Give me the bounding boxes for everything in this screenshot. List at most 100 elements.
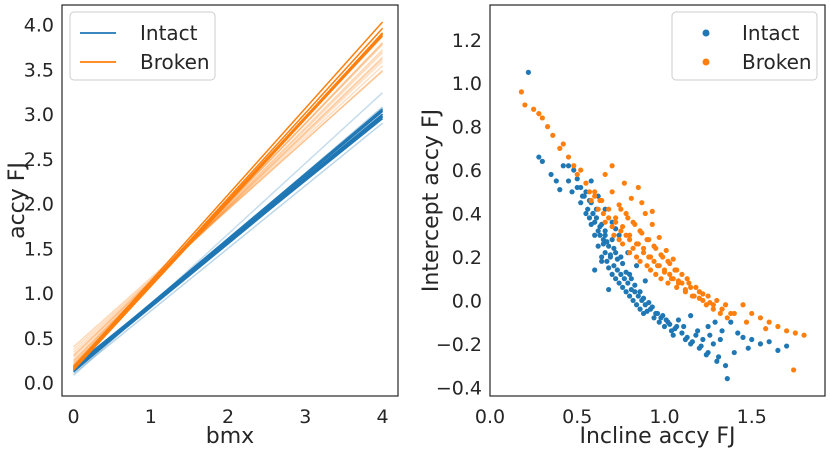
point-broken-14 bbox=[586, 189, 593, 195]
x-tick-label: 1 bbox=[145, 406, 157, 428]
point-broken-77 bbox=[647, 254, 654, 260]
point-broken-7 bbox=[557, 145, 563, 151]
x-tick-label: 0 bbox=[68, 406, 80, 428]
point-broken-66 bbox=[784, 328, 790, 334]
point-broken-58 bbox=[719, 306, 725, 312]
line-intact-10 bbox=[73, 92, 384, 376]
point-intact-124 bbox=[735, 330, 741, 336]
y-tick-label: 1.2 bbox=[452, 30, 482, 52]
y-tick-label: 0.8 bbox=[452, 117, 482, 139]
series-intact bbox=[73, 92, 384, 376]
point-broken-64 bbox=[766, 319, 772, 325]
point-broken-29 bbox=[626, 250, 633, 256]
point-broken-47 bbox=[674, 284, 680, 290]
point-broken-125 bbox=[707, 299, 713, 306]
point-intact-7 bbox=[565, 178, 572, 184]
point-intact-5 bbox=[557, 187, 563, 193]
x-axis-title: Incline accy FJ bbox=[579, 424, 735, 449]
point-intact-15 bbox=[585, 206, 591, 212]
point-intact-54 bbox=[635, 293, 641, 299]
point-broken-6 bbox=[550, 132, 556, 138]
point-broken-119 bbox=[609, 163, 615, 169]
point-intact-41 bbox=[616, 280, 622, 286]
point-broken-126 bbox=[728, 310, 734, 317]
point-intact-87 bbox=[784, 343, 790, 349]
point-broken-65 bbox=[775, 323, 781, 330]
legend-swatch-intact bbox=[702, 29, 710, 37]
point-intact-42 bbox=[618, 271, 624, 277]
legend-label-intact: Intact bbox=[140, 21, 198, 45]
point-broken-76 bbox=[640, 245, 647, 251]
point-intact-36 bbox=[609, 237, 615, 243]
point-intact-77 bbox=[710, 341, 716, 347]
point-intact-84 bbox=[757, 341, 764, 347]
point-broken-3 bbox=[536, 111, 542, 117]
point-intact-35 bbox=[609, 271, 615, 277]
point-broken-114 bbox=[642, 210, 648, 217]
point-broken-100 bbox=[679, 271, 685, 277]
legend-swatch-broken bbox=[702, 58, 710, 66]
line-intact-9 bbox=[73, 110, 384, 371]
point-intact-70 bbox=[679, 330, 685, 336]
point-broken-113 bbox=[635, 184, 641, 191]
point-intact-109 bbox=[597, 223, 603, 230]
point-intact-52 bbox=[632, 289, 638, 295]
point-broken-30 bbox=[626, 237, 633, 243]
line-broken-12 bbox=[73, 70, 384, 348]
point-intact-68 bbox=[670, 332, 676, 338]
x-tick-label: 3 bbox=[299, 406, 311, 428]
point-broken-16 bbox=[592, 193, 598, 199]
x-tick-label: 1.0 bbox=[649, 406, 679, 428]
point-intact-97 bbox=[654, 310, 661, 317]
line-intact-12 bbox=[73, 106, 384, 373]
point-intact-139 bbox=[606, 286, 612, 293]
point-broken-44 bbox=[665, 280, 671, 286]
point-broken-22 bbox=[609, 223, 615, 230]
legend-box bbox=[69, 11, 216, 81]
point-intact-39 bbox=[613, 250, 619, 256]
point-intact-4 bbox=[553, 178, 559, 184]
y-tick-label: 2.5 bbox=[24, 149, 54, 171]
line-broken-8 bbox=[73, 56, 384, 359]
point-broken-36 bbox=[644, 263, 650, 269]
point-broken-34 bbox=[637, 258, 643, 264]
point-intact-1 bbox=[536, 154, 542, 160]
scatter-chart-panel: 0.0 0.5 1.0 1.5 −0.4 −0.2 0.0 0.2 0.4 0.6 0.8 1.0 1.… bbox=[419, 4, 826, 449]
point-intact-27 bbox=[599, 254, 605, 260]
point-broken-42 bbox=[658, 276, 664, 282]
point-broken-24 bbox=[613, 219, 619, 225]
point-intact-2 bbox=[539, 158, 545, 164]
point-intact-8 bbox=[569, 189, 575, 195]
y-tick-label: −0.2 bbox=[436, 334, 482, 356]
point-broken-27 bbox=[620, 241, 626, 247]
point-intact-80 bbox=[722, 362, 729, 369]
point-broken-122 bbox=[639, 200, 645, 206]
point-intact-112 bbox=[623, 269, 629, 275]
y-tick-label: 1.5 bbox=[24, 238, 54, 260]
point-intact-6 bbox=[560, 163, 566, 169]
point-broken-124 bbox=[684, 276, 690, 282]
point-intact-99 bbox=[672, 326, 678, 332]
y-axis-title: Intercept accy FJ bbox=[419, 109, 444, 292]
plot-area bbox=[73, 21, 384, 376]
point-broken-110 bbox=[660, 254, 666, 260]
point-intact-79 bbox=[719, 328, 725, 334]
point-intact-55 bbox=[637, 306, 643, 312]
line-broken-14 bbox=[73, 42, 384, 366]
point-broken-25 bbox=[616, 237, 622, 243]
point-intact-106 bbox=[574, 176, 580, 182]
point-broken-38 bbox=[647, 267, 654, 273]
point-broken-101 bbox=[686, 280, 692, 286]
point-intact-73 bbox=[693, 332, 699, 338]
point-intact-126 bbox=[588, 178, 594, 184]
point-broken-102 bbox=[693, 284, 699, 290]
point-broken-87 bbox=[717, 310, 723, 317]
point-intact-134 bbox=[600, 241, 607, 247]
y-tick-label: 1.0 bbox=[452, 73, 482, 95]
point-intact-38 bbox=[613, 276, 619, 282]
point-intact-119 bbox=[684, 334, 690, 340]
point-broken-121 bbox=[628, 195, 634, 201]
point-broken-32 bbox=[633, 254, 640, 260]
point-intact-31 bbox=[604, 258, 610, 264]
point-intact-103 bbox=[707, 332, 713, 338]
